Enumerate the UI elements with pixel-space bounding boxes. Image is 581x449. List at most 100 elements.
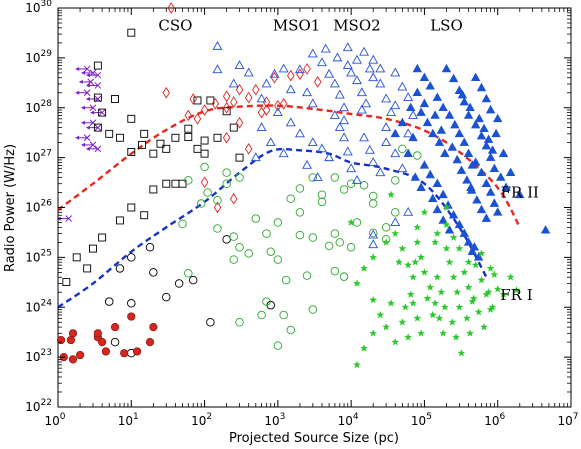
y-tick-label: 1030: [25, 0, 52, 15]
data-point-filled-triangle: [463, 237, 474, 246]
data-point-star: [493, 285, 502, 293]
data-point-square: [127, 114, 136, 123]
data-point-circle: [330, 266, 340, 276]
data-point-filled-triangle: [403, 148, 413, 157]
data-point-upper-limit: [90, 109, 106, 116]
region-label: MSO2: [333, 17, 380, 35]
data-point-triangle: [339, 115, 350, 125]
data-point-triangle: [212, 40, 223, 50]
data-point-filled-triangle: [390, 128, 400, 138]
data-point-star: [445, 258, 454, 266]
data-point-star: [417, 329, 426, 337]
data-point-filled-triangle: [493, 207, 503, 216]
data-point-filled-triangle: [467, 246, 478, 255]
data-point-diamond: [274, 99, 282, 112]
data-point-filled-triangle: [456, 165, 467, 174]
data-point-triangle: [397, 163, 408, 173]
data-point-filled-triangle: [432, 204, 443, 214]
data-point-star: [477, 275, 486, 284]
data-point-upper-limit: [78, 78, 95, 86]
data-point-circle: [178, 219, 187, 229]
data-point-filled-triangle: [412, 63, 423, 73]
data-point-circle: [235, 173, 244, 182]
data-point-star: [486, 264, 495, 272]
data-point-diamond: [287, 69, 295, 82]
data-point-star: [442, 203, 451, 211]
data-point-filled-triangle: [397, 117, 408, 127]
data-point-square: [200, 136, 209, 145]
data-point-triangle: [285, 117, 296, 127]
data-point-circle: [391, 208, 400, 217]
data-point-triangle: [397, 81, 408, 91]
data-point-circle: [317, 197, 327, 207]
data-point-filled-circle: [68, 355, 78, 364]
data-point-square: [162, 179, 171, 188]
data-point-filled-triangle: [489, 163, 500, 172]
data-point-star: [352, 360, 361, 369]
data-point-square: [193, 96, 202, 105]
data-point-star: [360, 344, 369, 352]
data-point-triangle: [361, 98, 372, 108]
x-tick-label: 107: [557, 412, 578, 428]
data-point-circle: [330, 173, 340, 182]
data-point-circle: [330, 229, 340, 238]
data-point-circle: [229, 255, 238, 264]
data-point-triangle: [346, 163, 357, 173]
data-points: [56, 2, 551, 369]
data-point-triangle: [351, 75, 362, 85]
data-point-filled-triangle: [481, 141, 492, 150]
data-point-filled-triangle: [485, 152, 496, 161]
data-point-star: [490, 270, 499, 279]
data-point-triangle: [269, 68, 280, 78]
data-point-circle: [339, 272, 349, 281]
data-point-star: [474, 307, 483, 316]
data-point-square: [213, 133, 222, 142]
data-point-star: [413, 238, 422, 246]
data-point-upper-limit: [80, 104, 97, 112]
data-point-star: [417, 253, 426, 261]
data-point-star: [471, 260, 480, 269]
data-point-filled-triangle: [474, 113, 484, 123]
data-point-circle: [295, 208, 305, 217]
data-point-filled-triangle: [463, 110, 474, 119]
data-point-circle: [115, 264, 125, 273]
data-point-triangle: [294, 64, 305, 74]
data-point-square: [235, 153, 244, 162]
data-point-triangle: [381, 137, 392, 147]
data-point-star: [352, 279, 361, 287]
data-point-star: [469, 294, 478, 302]
data-point-filled-triangle: [505, 167, 516, 176]
data-point-triangle: [359, 132, 370, 142]
y-tick-label: 1026: [25, 199, 52, 215]
region-label: FR II: [501, 183, 539, 201]
data-point-triangle: [368, 239, 379, 249]
data-point-filled-circle: [110, 322, 120, 332]
data-point-circle: [308, 233, 318, 242]
data-point-filled-triangle: [496, 172, 506, 181]
data-point-star: [448, 318, 457, 326]
data-point-triangle: [317, 143, 327, 153]
data-point-square: [89, 244, 97, 253]
data-point-star: [428, 310, 437, 319]
data-point-filled-triangle: [491, 128, 501, 138]
data-point-upper-limit: [85, 124, 102, 131]
data-point-circle: [235, 318, 244, 327]
data-point-triangle: [261, 78, 272, 88]
data-point-star: [420, 268, 429, 276]
data-point-triangle: [375, 167, 386, 177]
y-tick-label: 1024: [25, 298, 52, 314]
data-point-triangle: [302, 87, 312, 97]
data-point-filled-circle: [101, 347, 110, 356]
x-tick-label: 100: [44, 412, 65, 428]
data-point-triangle: [381, 122, 392, 132]
data-point-filled-circle: [127, 312, 136, 321]
data-point-circle: [317, 190, 327, 200]
data-point-diamond: [270, 71, 279, 84]
data-point-upper-limit: [85, 145, 102, 153]
data-point-triangle: [312, 172, 323, 181]
data-point-filled-triangle: [425, 169, 435, 179]
data-point-filled-triangle: [457, 89, 468, 99]
data-point-triangle: [390, 148, 401, 158]
data-point-star: [488, 303, 497, 311]
data-point-star: [382, 238, 391, 246]
